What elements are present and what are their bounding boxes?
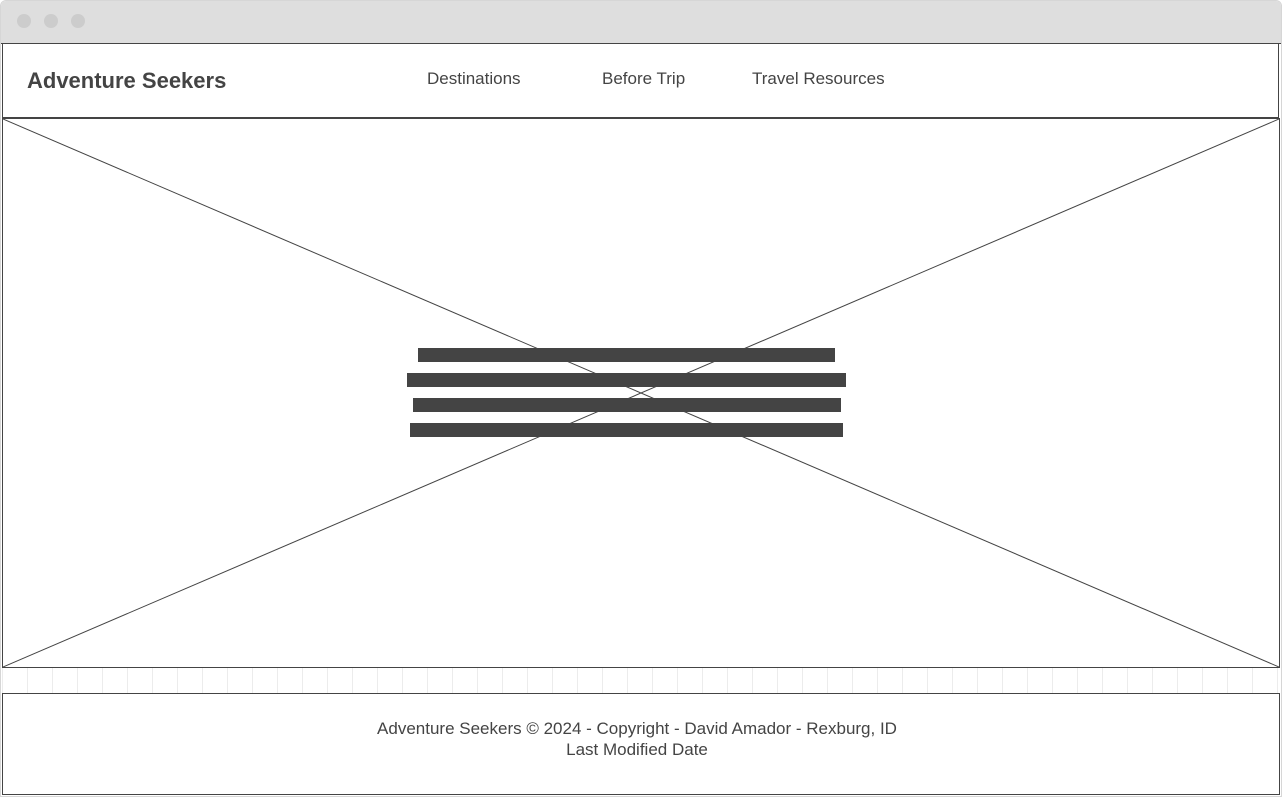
hero-text-placeholder-line [413,398,841,412]
image-placeholder-icon [3,119,1279,667]
window-titlebar [1,1,1281,44]
nav-link-before-trip[interactable]: Before Trip [602,69,686,88]
site-footer: Adventure Seekers © 2024 - Copyright - D… [2,693,1280,795]
hero-text-placeholder-line [410,423,843,437]
hero-text-placeholder-line [407,373,846,387]
footer-last-modified: Last Modified Date [566,740,708,759]
footer-copyright: Adventure Seekers © 2024 - Copyright - D… [377,719,897,738]
minimize-window-icon[interactable] [44,14,58,28]
site-brand[interactable]: Adventure Seekers [27,68,227,93]
grid-strip [2,668,1280,693]
nav-link-travel-resources[interactable]: Travel Resources [752,69,885,88]
maximize-window-icon[interactable] [71,14,85,28]
close-window-icon[interactable] [17,14,31,28]
site-header: Adventure Seekers Destinations Before Tr… [2,44,1279,118]
hero-image-placeholder [2,118,1280,668]
nav-link-destinations[interactable]: Destinations [427,69,521,88]
hero-text-placeholder-line [418,348,835,362]
placeholder-diagonal-line [3,119,1279,667]
